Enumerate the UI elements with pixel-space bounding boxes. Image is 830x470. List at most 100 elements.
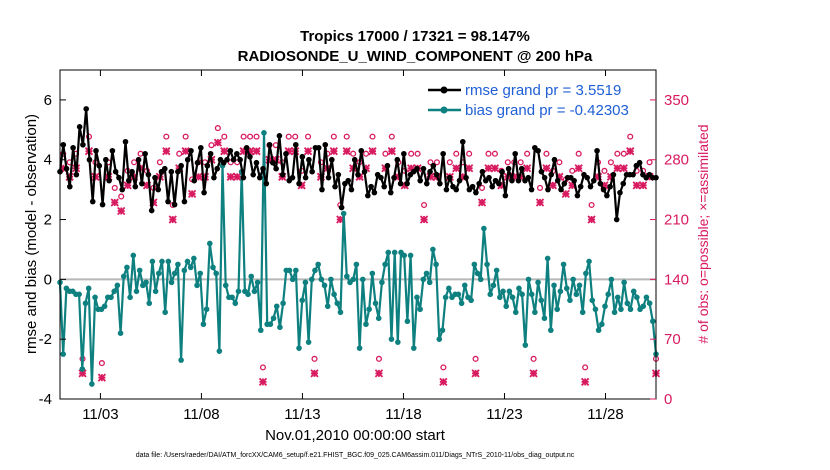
rmse-point — [204, 162, 211, 169]
obs-possible-marker — [588, 201, 595, 209]
obs-possible-marker — [214, 125, 221, 132]
y-tick-label-right: 0 — [664, 391, 672, 408]
rmse-point — [515, 177, 522, 184]
rmse-point — [142, 150, 148, 157]
bias-point — [634, 294, 640, 301]
rmse-point — [600, 186, 607, 193]
obs-assimilated-marker — [303, 147, 313, 156]
rmse-point — [590, 177, 597, 184]
rmse-point — [381, 183, 387, 190]
obs-possible-marker — [556, 159, 563, 166]
bias-point — [538, 297, 545, 304]
rmse-point — [535, 147, 541, 154]
bias-point — [232, 300, 239, 307]
obs-possible-marker — [292, 133, 299, 140]
bias-point — [522, 342, 529, 348]
bias-point — [576, 282, 583, 289]
rmse-point — [430, 162, 437, 169]
bias-point — [165, 258, 172, 265]
rmse-point — [610, 171, 617, 178]
y-axis-label-left: rmse and bias (model - observation) — [23, 114, 40, 354]
bias-point — [76, 291, 82, 298]
bias-point — [481, 225, 487, 232]
obs-possible-marker — [98, 360, 105, 367]
rmse-point — [89, 198, 96, 205]
rmse-point — [456, 177, 463, 184]
rmse-point — [76, 124, 83, 130]
bias-point — [614, 294, 621, 301]
obs-possible-marker — [259, 364, 267, 371]
rmse-point — [459, 138, 466, 145]
rmse-point — [453, 186, 460, 193]
bias-point — [532, 309, 538, 316]
obs-possible-marker — [118, 193, 125, 200]
bias-point — [359, 276, 366, 283]
obs-possible-marker — [517, 159, 524, 166]
obs-assimilated-marker — [522, 164, 532, 173]
y-tick-label-right: 280 — [664, 152, 689, 169]
obs-assimilated-marker — [233, 172, 242, 181]
bias-point — [130, 252, 137, 259]
bias-point — [366, 306, 372, 313]
bias-point — [184, 258, 191, 265]
bias-point — [324, 303, 331, 310]
rmse-point — [574, 192, 581, 199]
bias-point — [79, 366, 86, 372]
rmse-point — [371, 189, 378, 196]
rmse-point — [83, 106, 89, 112]
bias-point — [455, 291, 462, 298]
rmse-point — [440, 150, 446, 157]
bias-point — [356, 345, 363, 351]
bias-point — [267, 321, 274, 328]
rmse-point — [577, 183, 584, 190]
x-tick-label: 11/23 — [486, 406, 522, 423]
bias-point — [321, 282, 328, 289]
bias-point — [308, 276, 315, 283]
obs-possible-marker — [543, 150, 550, 157]
rmse-point — [279, 171, 286, 178]
x-tick-label: 11/08 — [183, 406, 219, 423]
bias-point — [544, 255, 551, 262]
bias-point — [353, 261, 360, 268]
bias-point — [85, 285, 92, 292]
rmse-point — [594, 147, 600, 154]
rmse-point — [404, 180, 410, 187]
rmse-point — [322, 141, 329, 148]
bias-point — [136, 267, 143, 274]
obs-assimilated-marker — [220, 147, 229, 156]
obs-possible-marker — [350, 150, 357, 157]
rmse-series — [57, 106, 659, 223]
obs-assimilated-marker — [213, 138, 222, 147]
rmse-point — [292, 141, 299, 148]
rmse-point — [165, 198, 171, 205]
bias-point — [101, 303, 108, 310]
rmse-point — [414, 165, 420, 172]
bias-point — [627, 306, 634, 313]
bias-point — [618, 306, 624, 313]
bias-point — [289, 276, 296, 283]
rmse-point — [499, 168, 505, 175]
rmse-point — [528, 186, 535, 193]
bias-point — [181, 267, 188, 274]
rmse-point — [194, 159, 201, 166]
rmse-point — [181, 198, 188, 205]
obs-possible-marker — [343, 133, 350, 140]
obs-possible-marker — [414, 150, 421, 157]
rmse-point — [283, 150, 289, 157]
obs-assimilated-marker — [258, 377, 268, 387]
rmse-point — [571, 177, 577, 184]
rmse-point — [86, 156, 93, 163]
bias-point — [111, 288, 117, 295]
obs-assimilated-marker — [329, 147, 338, 156]
obs-possible-marker — [575, 150, 582, 157]
obs-possible-marker — [446, 159, 453, 166]
obs-possible-marker — [408, 150, 415, 157]
bias-point — [197, 270, 204, 277]
obs-possible-marker — [388, 133, 395, 140]
obs-assimilated-marker — [97, 373, 107, 382]
rmse-point — [70, 144, 76, 151]
obs-assimilated-marker — [535, 198, 545, 207]
rmse-point — [132, 183, 139, 190]
rmse-point — [351, 156, 358, 163]
